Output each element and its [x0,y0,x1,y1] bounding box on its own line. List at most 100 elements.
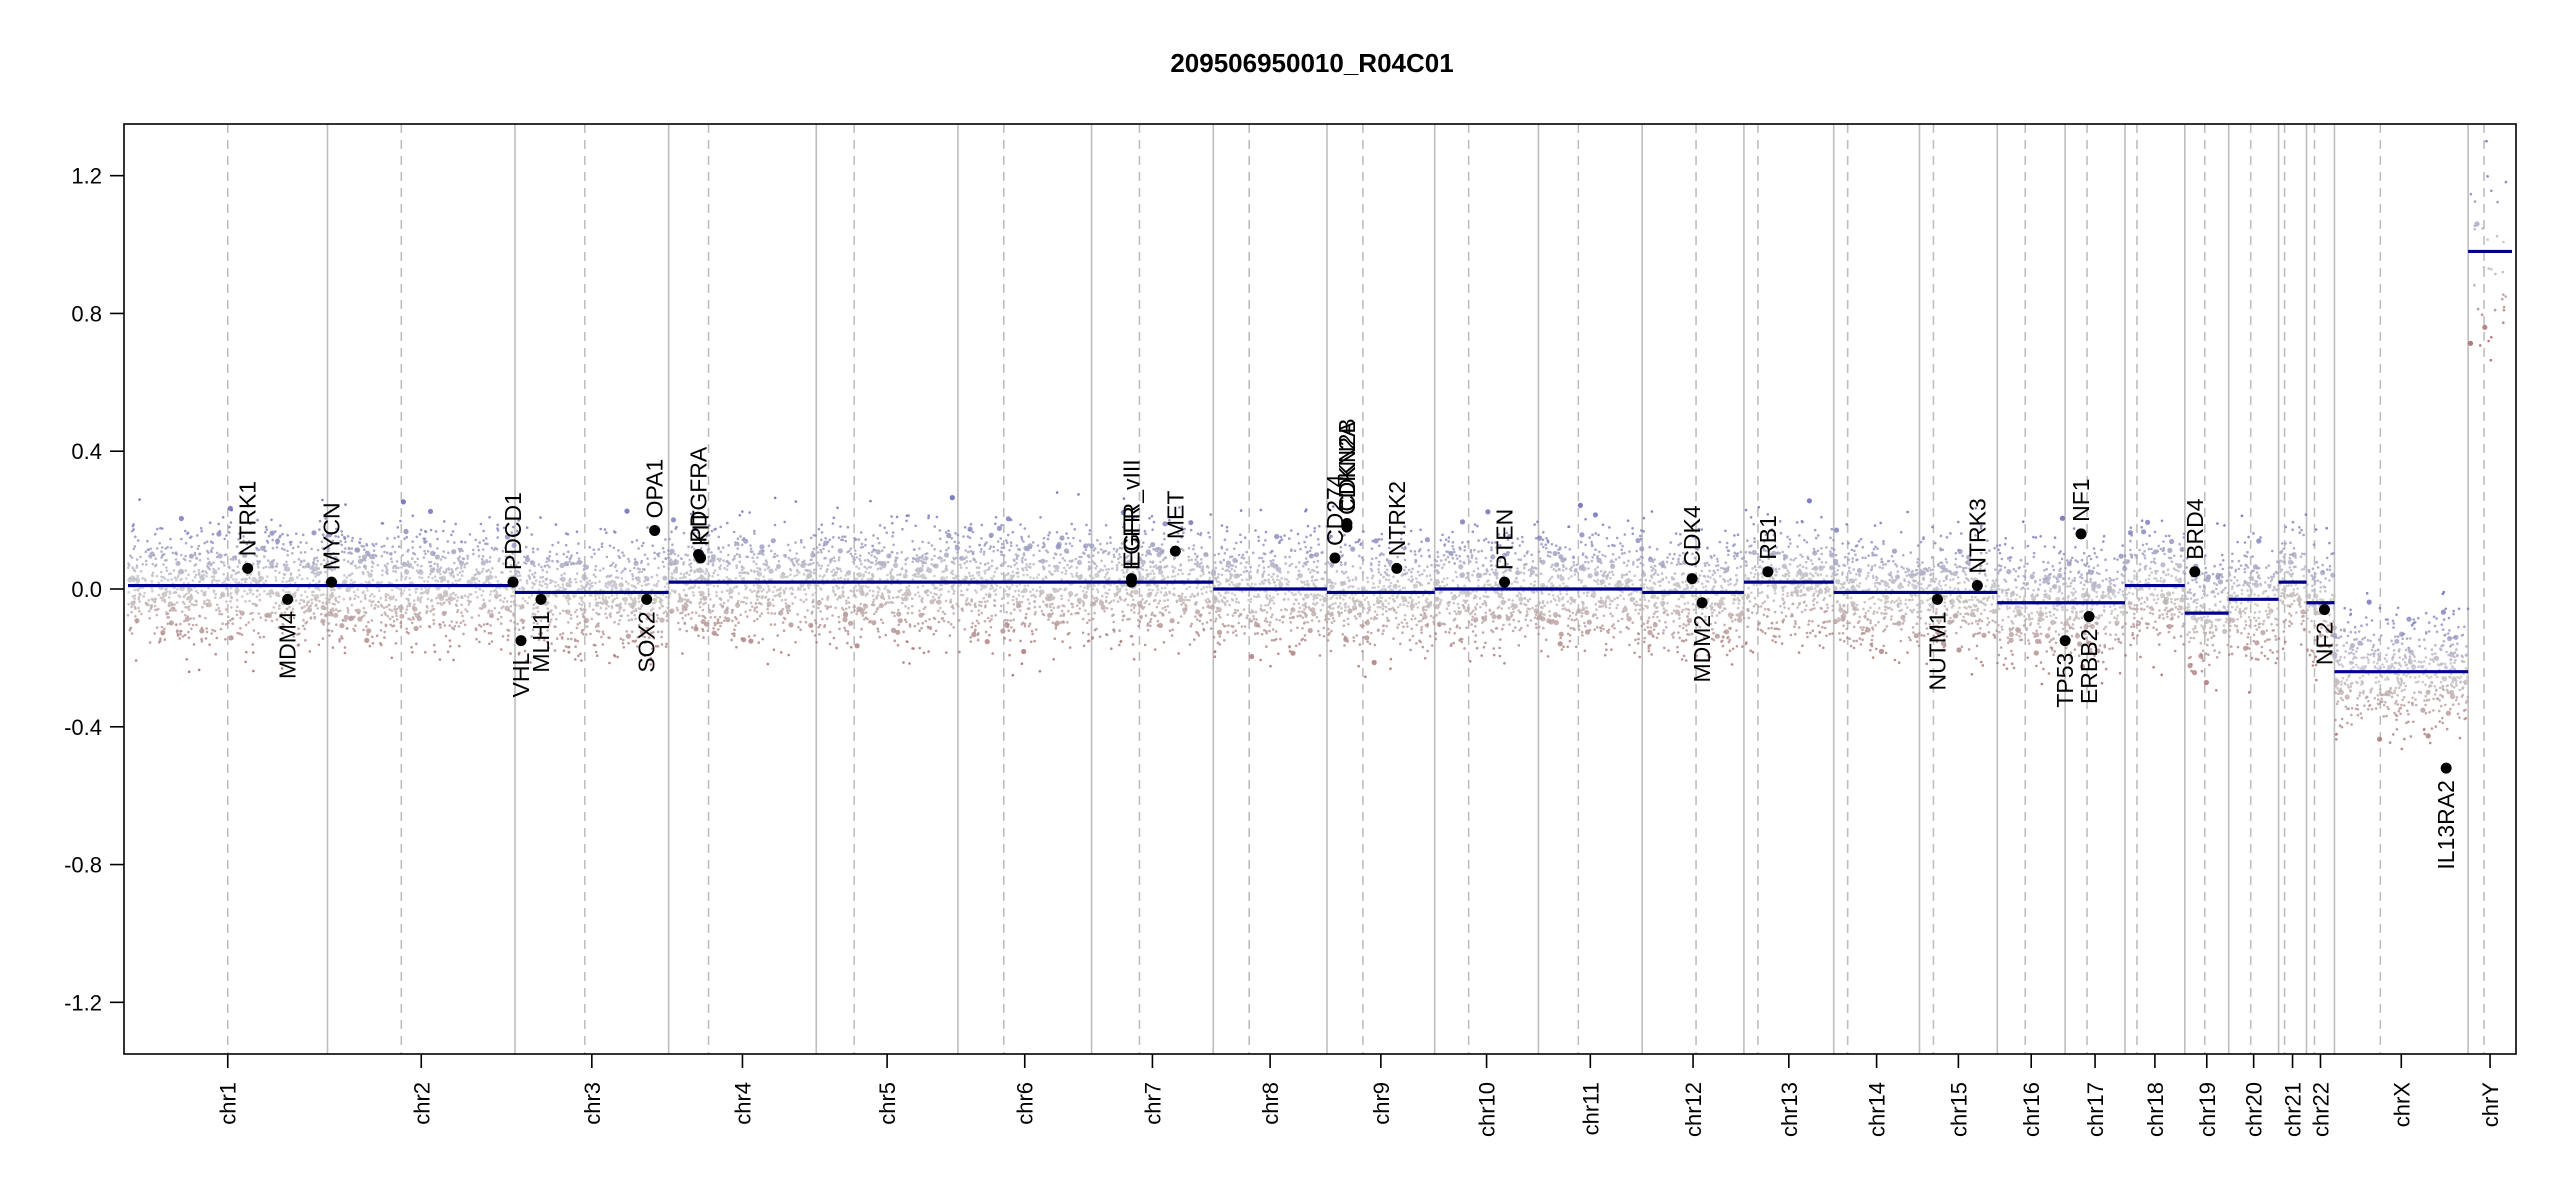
probe-point [800,563,806,569]
probe-point [278,615,282,618]
probe-point [1200,561,1203,565]
probe-point [1055,531,1059,534]
probe-point [966,535,970,538]
probe-point [876,561,879,565]
probe-point [406,560,410,564]
probe-point [664,645,668,648]
probe-point [618,606,622,609]
probe-point [422,591,426,594]
probe-point [556,583,560,587]
probe-point [253,553,256,557]
probe-point [1155,567,1158,570]
probe-point [667,549,670,552]
probe-point [575,562,578,565]
probe-point [325,596,328,600]
probe-point [965,556,968,559]
probe-point [555,552,559,556]
probe-point [325,562,329,565]
probe-point [362,565,366,568]
probe-point [656,645,660,648]
probe-point [236,598,239,602]
probe-point [144,550,148,553]
probe-point [837,620,841,624]
probe-point [498,557,501,561]
probe-point [148,641,152,644]
probe-point [637,571,641,574]
probe-point [709,616,712,619]
probe-point [601,643,605,646]
probe-point [986,599,989,603]
probe-point [712,603,716,607]
probe-point [784,602,788,605]
probe-point [1042,536,1046,540]
probe-point [525,545,528,549]
probe-point [1001,564,1005,568]
probe-point [1107,577,1111,580]
probe-point [340,635,343,638]
probe-point [281,589,285,592]
probe-point [977,573,981,577]
probe-point [737,621,740,624]
probe-point [921,597,924,600]
probe-point [781,572,784,575]
probe-point [784,587,788,590]
probe-point [630,584,634,587]
probe-point [189,617,192,620]
probe-point [496,579,500,583]
probe-point [1132,658,1136,661]
probe-point [866,558,870,562]
probe-point [332,552,336,555]
probe-point [582,633,585,636]
probe-point [930,544,934,547]
probe-point [1160,587,1164,590]
probe-point [945,548,948,552]
probe-point [304,639,307,642]
probe-point [916,622,920,625]
probe-point [1115,566,1119,570]
probe-point [758,595,761,599]
probe-point [935,515,939,519]
probe-point [676,554,680,557]
probe-point [999,604,1003,608]
probe-point [542,639,546,642]
probe-point [488,642,491,646]
probe-point [988,592,991,596]
probe-point [399,625,403,628]
probe-point [913,624,917,628]
probe-point [911,560,915,563]
probe-point [235,613,239,617]
probe-point [846,630,850,633]
probe-point [146,539,149,543]
probe-point [1000,597,1004,600]
probe-point [490,609,494,613]
probe-point [532,575,536,578]
probe-point [758,549,764,555]
probe-point [914,593,917,597]
probe-point [608,544,612,548]
probe-point [713,615,717,619]
probe-point [310,601,314,605]
probe-point [283,614,287,617]
probe-point [546,629,549,632]
probe-point [274,601,278,605]
probe-point [669,548,675,554]
probe-point [890,568,894,571]
probe-point [659,617,665,623]
probe-point [725,589,729,592]
probe-point [879,603,883,607]
probe-point [1060,609,1064,613]
probe-point [264,525,268,529]
probe-point [1088,532,1091,536]
probe-point [1209,618,1213,622]
probe-point [1130,595,1134,598]
probe-point [699,546,703,550]
probe-point [902,661,905,664]
probe-point [138,592,141,596]
probe-point [845,607,848,611]
probe-point [232,569,236,573]
probe-point [408,593,412,597]
probe-point [1088,529,1092,532]
probe-point [1304,638,1307,642]
probe-point [259,579,262,583]
probe-point [448,571,452,575]
